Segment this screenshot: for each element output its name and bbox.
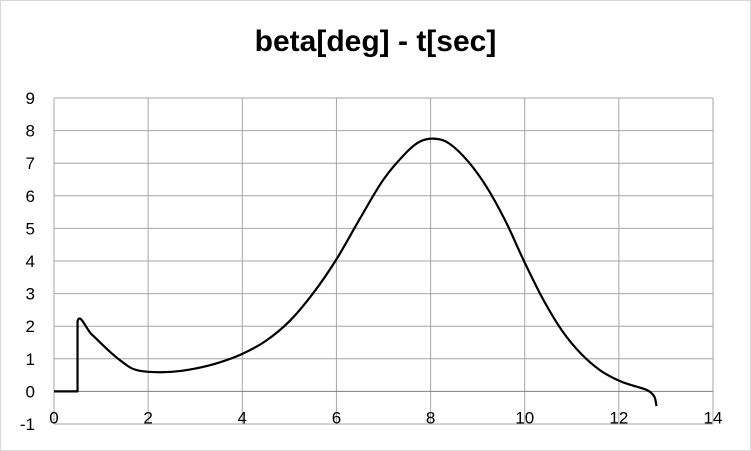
y-tick-label: 9 xyxy=(26,89,35,108)
x-tick-label: 12 xyxy=(609,408,628,427)
y-tick-label: 8 xyxy=(26,122,35,141)
chart-title: beta[deg] - t[sec] xyxy=(254,25,497,58)
gridlines xyxy=(53,97,714,425)
y-tick-label: 7 xyxy=(26,154,35,173)
x-tick-label: 8 xyxy=(426,408,435,427)
x-tick-label: 14 xyxy=(704,408,723,427)
y-tick-label: 6 xyxy=(26,187,35,206)
y-tick-label: 1 xyxy=(26,350,35,369)
y-tick-label: 0 xyxy=(26,382,35,401)
series-group xyxy=(54,137,658,407)
series-line xyxy=(54,137,658,407)
x-tick-label: 10 xyxy=(515,408,534,427)
y-tick-labels: -1 0 1 2 3 4 5 6 7 8 9 xyxy=(20,89,35,434)
y-tick-label: 2 xyxy=(26,317,35,336)
x-tick-label: 2 xyxy=(143,408,152,427)
x-tick-label: 0 xyxy=(49,408,58,427)
x-tick-label: 4 xyxy=(238,408,247,427)
y-tick-label: 3 xyxy=(26,285,35,304)
x-tick-labels: 0 2 4 6 8 10 12 14 xyxy=(49,408,722,427)
y-tick-label: 4 xyxy=(26,252,35,271)
x-tick-label: 6 xyxy=(332,408,341,427)
y-tick-label: 5 xyxy=(26,219,35,238)
y-tick-label: -1 xyxy=(20,415,35,434)
